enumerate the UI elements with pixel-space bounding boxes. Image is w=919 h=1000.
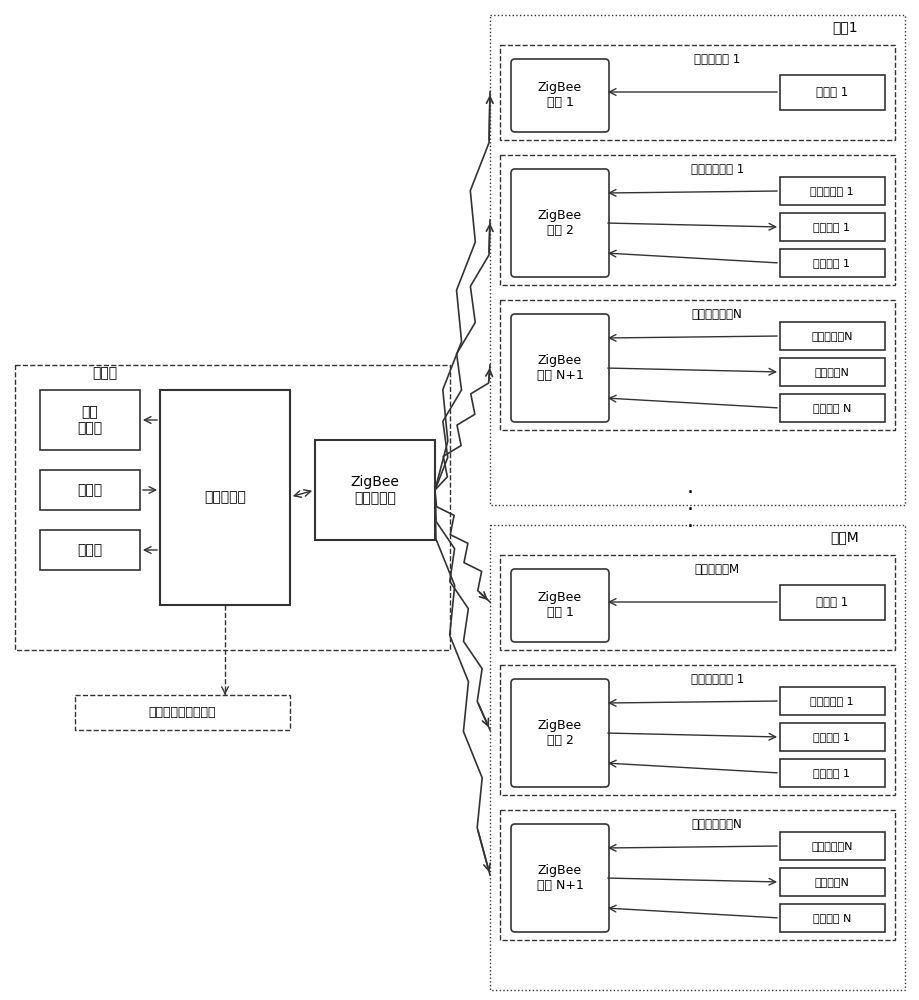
FancyBboxPatch shape — [510, 679, 608, 787]
Text: ZigBee
模块 2: ZigBee 模块 2 — [538, 719, 582, 747]
Text: 打印机: 打印机 — [77, 543, 102, 557]
Bar — [779, 585, 884, 620]
Text: ZigBee
模块 2: ZigBee 模块 2 — [538, 209, 582, 237]
FancyBboxPatch shape — [510, 569, 608, 642]
Text: 称重传感器N: 称重传感器N — [811, 841, 852, 851]
Text: 呼叫按鈕 N: 呼叫按鈕 N — [811, 913, 850, 923]
Text: 读卡器 1: 读卡器 1 — [815, 86, 847, 99]
Bar — [40, 470, 140, 510]
Bar — [499, 555, 894, 650]
Bar — [779, 832, 884, 860]
Text: 读卡器: 读卡器 — [77, 483, 102, 497]
Text: 夹断电机 1: 夹断电机 1 — [812, 222, 849, 232]
Text: ZigBee
模块 1: ZigBee 模块 1 — [538, 591, 582, 619]
Text: 病房1: 病房1 — [832, 20, 857, 34]
Text: 称重传感器 1: 称重传感器 1 — [810, 696, 853, 706]
Bar — [499, 45, 894, 140]
Bar — [499, 665, 894, 795]
Bar — [779, 759, 884, 787]
Text: 呼叫按鈕 N: 呼叫按鈕 N — [811, 403, 850, 413]
Text: 读卡器模块M: 读卡器模块M — [694, 563, 739, 576]
Bar — [490, 525, 904, 990]
Bar — [779, 213, 884, 241]
Text: 称重传感器 1: 称重传感器 1 — [810, 186, 853, 196]
Text: 护士站: 护士站 — [92, 366, 118, 380]
Text: 读卡器 1: 读卡器 1 — [815, 595, 847, 608]
Bar — [499, 155, 894, 285]
Bar — [490, 15, 904, 505]
Bar — [779, 723, 884, 751]
Bar — [499, 810, 894, 940]
FancyBboxPatch shape — [510, 59, 608, 132]
FancyBboxPatch shape — [510, 824, 608, 932]
Text: 输液监控模块 1: 输液监控模块 1 — [690, 163, 743, 176]
Bar — [779, 394, 884, 422]
Text: 呼叫按鈕 1: 呼叫按鈕 1 — [812, 768, 849, 778]
FancyBboxPatch shape — [510, 314, 608, 422]
Bar — [40, 530, 140, 570]
Text: ZigBee
模块 1: ZigBee 模块 1 — [538, 81, 582, 109]
Bar — [75, 695, 289, 730]
Bar — [15, 365, 449, 650]
Text: 输液监控模块 1: 输液监控模块 1 — [690, 673, 743, 686]
Text: ·
·
·: · · · — [686, 483, 693, 537]
Text: 夹断电机N: 夹断电机N — [813, 367, 848, 377]
FancyBboxPatch shape — [510, 169, 608, 277]
Bar — [779, 904, 884, 932]
Bar — [779, 249, 884, 277]
Text: ZigBee
模块 N+1: ZigBee 模块 N+1 — [536, 354, 583, 382]
Bar — [499, 300, 894, 430]
Text: ZigBee
网络协调器: ZigBee 网络协调器 — [350, 475, 399, 505]
Bar — [160, 390, 289, 605]
Bar — [779, 177, 884, 205]
Bar — [779, 868, 884, 896]
Bar — [779, 322, 884, 350]
Bar — [779, 358, 884, 386]
Text: 输液监控模块N: 输液监控模块N — [691, 818, 742, 831]
Text: 呼叫按鈕 1: 呼叫按鈕 1 — [812, 258, 849, 268]
Bar — [314, 440, 435, 540]
Bar — [40, 390, 140, 450]
Text: 嵌入式主机: 嵌入式主机 — [204, 490, 245, 504]
Text: ZigBee
模块 N+1: ZigBee 模块 N+1 — [536, 864, 583, 892]
Text: 医院信息管理服务器: 医院信息管理服务器 — [148, 706, 216, 718]
Text: 输液监控模块N: 输液监控模块N — [691, 308, 742, 321]
Text: 夹断电机N: 夹断电机N — [813, 877, 848, 887]
Text: 病房M: 病房M — [830, 530, 858, 544]
Text: 触摸
显示屏: 触摸 显示屏 — [77, 405, 102, 435]
Bar — [779, 75, 884, 110]
Bar — [779, 687, 884, 715]
Text: 称重传感器N: 称重传感器N — [811, 331, 852, 341]
Text: 夹断电机 1: 夹断电机 1 — [812, 732, 849, 742]
Text: 读卡器模块 1: 读卡器模块 1 — [693, 53, 740, 66]
